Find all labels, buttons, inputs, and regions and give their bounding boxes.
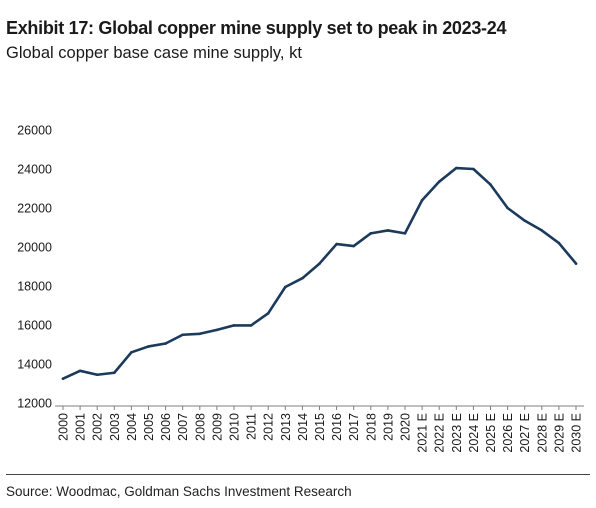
data-point	[130, 351, 133, 354]
x-tick-label: 2007	[176, 413, 190, 441]
y-tick-label: 12000	[17, 397, 52, 411]
x-tick-label: 2004	[125, 413, 139, 441]
x-tick-label: 2022 E	[433, 413, 447, 453]
x-tick-label: 2008	[193, 413, 207, 441]
data-point	[574, 262, 578, 265]
data-point	[266, 312, 270, 315]
data-point	[232, 324, 236, 327]
data-point	[215, 328, 219, 332]
y-tick-label: 22000	[17, 202, 52, 216]
x-tick-label: 2028 E	[535, 413, 549, 453]
data-point	[403, 232, 407, 235]
x-tick-label: 2003	[108, 413, 122, 441]
y-tick-label: 18000	[17, 280, 52, 294]
y-axis: 12000 14000 16000 18000 20000 22000 24000 26000	[17, 124, 52, 411]
x-tick-label: 2023 E	[450, 413, 464, 453]
x-tick-label: 2015	[313, 413, 327, 441]
x-tick-label: 2030 E	[570, 413, 584, 453]
data-point	[557, 241, 561, 245]
data-point	[61, 377, 65, 380]
data-point	[249, 324, 253, 327]
line-chart: 12000 14000 16000 18000 20000 22000 24000 26000…	[17, 124, 584, 453]
data-point	[181, 333, 184, 337]
data-point	[318, 262, 321, 265]
data-point	[472, 167, 475, 171]
x-tick-label: 2021 E	[416, 413, 430, 453]
y-tick-label: 20000	[17, 241, 52, 255]
data-point	[523, 219, 526, 222]
data-point	[369, 232, 373, 235]
chart-subtitle: Global copper base case mine supply, kt	[6, 44, 302, 62]
x-tick-label: 2026 E	[501, 413, 515, 453]
data-point	[455, 166, 458, 170]
data-point	[164, 342, 167, 345]
data-point	[113, 371, 116, 375]
data-point	[147, 345, 150, 348]
x-tick-label: 2009	[210, 413, 224, 441]
y-tick-label: 14000	[17, 358, 52, 372]
x-tick-label: 2016	[330, 413, 344, 441]
data-points	[61, 166, 578, 380]
x-tick-label: 2010	[228, 413, 242, 441]
x-tick-label: 2005	[142, 413, 156, 441]
data-point	[437, 180, 441, 183]
data-point	[489, 183, 492, 186]
x-tick-label: 2017	[347, 413, 361, 441]
chart-title: Exhibit 17: Global copper mine supply se…	[6, 18, 507, 38]
data-point	[284, 285, 287, 289]
x-tick-label: 2006	[159, 413, 173, 441]
x-tick-label: 2014	[296, 413, 310, 441]
data-point	[420, 198, 424, 202]
x-tick-label: 2011	[245, 413, 259, 440]
x-tick-label: 2001	[74, 413, 88, 441]
data-point	[198, 332, 202, 336]
footer-divider	[6, 474, 590, 475]
data-point	[301, 276, 304, 280]
data-point	[386, 229, 390, 232]
y-tick-label: 26000	[17, 124, 52, 138]
y-tick-label: 16000	[17, 319, 52, 333]
series-line	[61, 166, 578, 380]
x-tick-label: 2029 E	[552, 413, 566, 453]
x-tick-label: 2024 E	[467, 413, 481, 453]
data-point	[352, 244, 356, 248]
x-tick-label: 2019	[381, 413, 395, 441]
x-tick-label: 2025 E	[484, 413, 498, 453]
x-tick-label: 2027 E	[518, 413, 532, 453]
data-point	[95, 373, 99, 377]
data-point	[335, 242, 338, 246]
x-tick-label: 2018	[364, 413, 378, 441]
data-point	[506, 206, 509, 210]
y-tick-label: 24000	[17, 163, 52, 177]
source-note: Source: Woodmac, Goldman Sachs Investmen…	[6, 484, 352, 499]
data-point	[540, 229, 544, 232]
x-tick-label: 2013	[279, 413, 293, 441]
x-tick-label: 2000	[57, 413, 71, 441]
x-tick-label: 2012	[262, 413, 276, 441]
data-point	[78, 369, 82, 373]
x-tick-label: 2002	[91, 413, 105, 441]
x-axis: 2000 2001 2002 2003 2004 2005 2006 2007 2008 2009…	[57, 406, 584, 453]
x-tick-label: 2020	[399, 413, 413, 441]
